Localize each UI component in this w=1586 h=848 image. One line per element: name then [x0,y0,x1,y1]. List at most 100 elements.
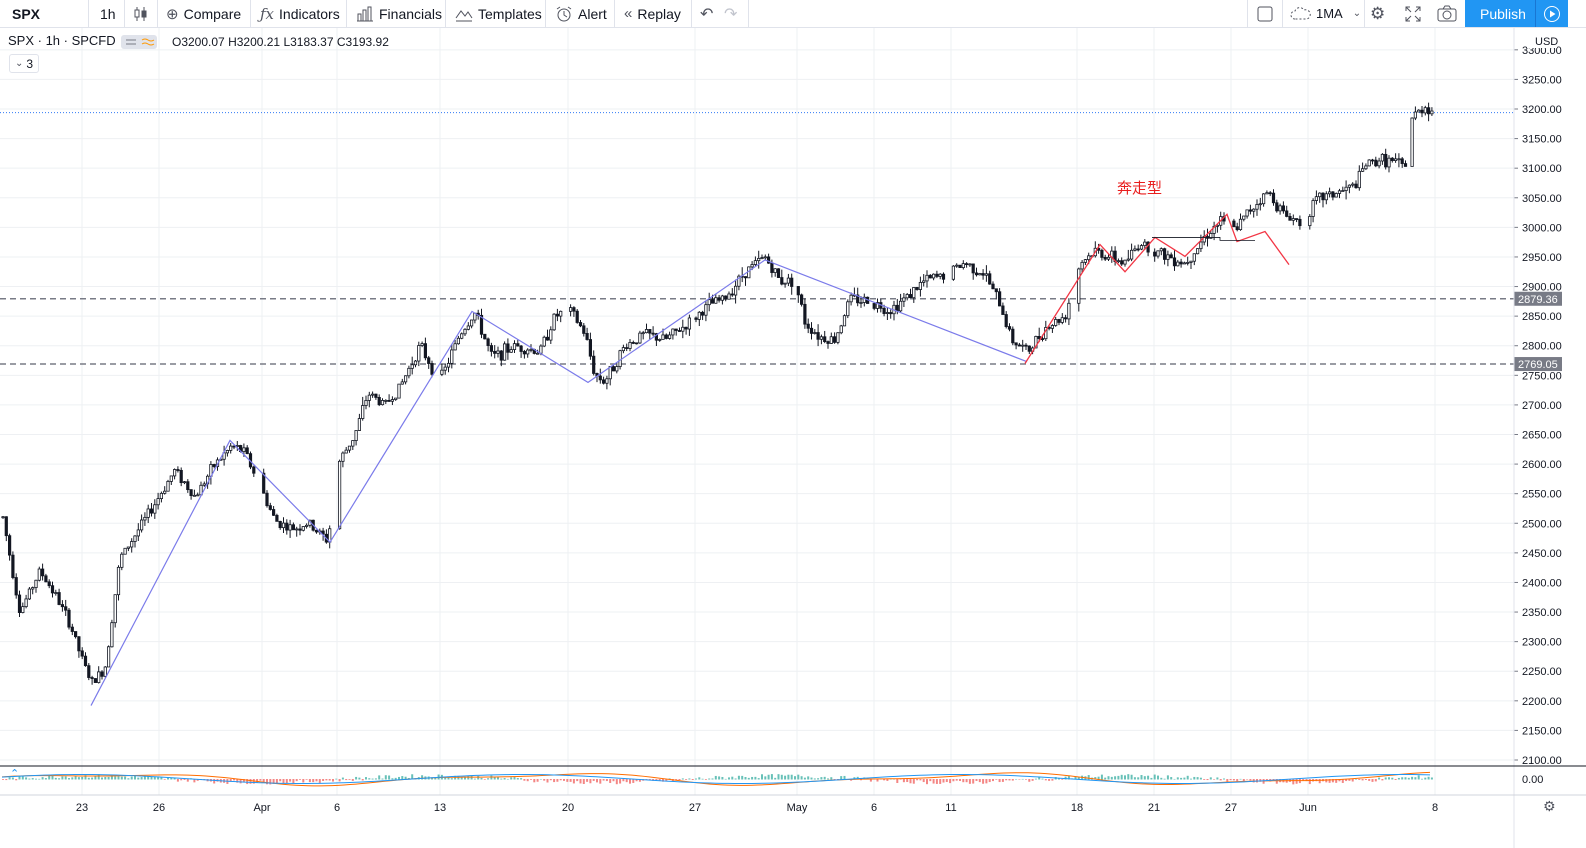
interval-button[interactable]: 1h [100,5,116,22]
symbol-legend[interactable]: SPX · 1h · SPCFD [8,33,116,48]
histogram-bar [869,779,872,782]
candle [466,322,470,331]
candle-body [60,604,65,608]
candle [1390,157,1394,163]
candle-body [1130,249,1134,260]
trendline-drawings[interactable] [90,213,1290,706]
candle-body [1024,344,1028,347]
histogram-bar [180,779,183,781]
fullscreen-button[interactable] [1404,0,1422,27]
candle-body [232,445,236,448]
candle-body [545,336,550,341]
histogram-bar [655,779,658,781]
annotation-text[interactable]: 奔走型 [1117,179,1162,197]
candle [1116,258,1120,264]
candle [1232,218,1236,228]
candle-body [1166,254,1170,260]
histogram-bar [1163,778,1166,780]
saved-layout-button[interactable]: 1MA ⌄ [1290,0,1361,27]
histogram-bar [625,779,628,783]
histogram-bar [1107,776,1110,780]
horizontal-lines[interactable]: 2879.36 2769.05 [0,112,1562,372]
candle [1060,313,1064,325]
histogram-bar [1038,776,1041,780]
histogram-bar [1077,776,1080,780]
templates-button[interactable]: Templates [455,0,542,27]
histogram-bar [533,779,536,783]
play-circle-icon[interactable] [1535,0,1568,27]
candle-body [522,351,527,355]
candle-body [450,349,454,364]
candle-body [384,399,388,402]
candle-body [938,273,942,277]
candle [288,519,292,538]
histogram-bar [645,779,648,780]
alert-button[interactable]: Alert [555,0,607,27]
candle-body [1252,208,1256,212]
candle [314,529,319,534]
candle [776,268,781,278]
divider [124,0,125,27]
time-label: 18 [1071,802,1083,814]
snapshot-button[interactable] [1437,0,1457,27]
candle [143,512,147,526]
candle-body [212,464,216,467]
horizontal-line-label-bg [1514,357,1562,372]
histogram-bar [292,779,295,784]
histogram-bar [648,779,651,781]
candle-body [146,508,150,518]
histogram-bar [1411,776,1414,780]
candle [403,375,408,385]
chart-grid [0,28,1514,795]
candle [1268,191,1272,197]
financials-button[interactable]: Financials [356,0,442,27]
legend-eye-toggle[interactable] [121,35,157,52]
chart-type-button[interactable] [133,0,149,27]
candle [179,467,183,487]
top-toolbar: SPX 1h ⊕ Compare ƒx Indicators Financials … [0,0,1586,28]
symbol-search-button[interactable]: SPX [12,5,41,22]
histogram-bar [810,777,813,780]
compare-button[interactable]: ⊕ Compare [166,5,242,23]
indicators-button[interactable]: ƒx Indicators [260,4,340,23]
candle [1110,246,1114,263]
candle [796,286,800,303]
gear-icon[interactable]: ⚙ [1543,799,1556,815]
candle [694,316,698,323]
candle [978,272,982,276]
candle-body [862,296,866,303]
candle [93,678,97,683]
candle [928,274,932,279]
histogram-bar [708,778,711,780]
histogram-bar [817,778,820,780]
candle [922,274,926,287]
redo-button[interactable]: ↷ [724,0,737,27]
legend-collapse-button[interactable]: ⌄ 3 [9,54,39,73]
candle-body [427,357,431,364]
candle [209,461,213,485]
histogram-bar [675,779,678,780]
candle [410,356,414,375]
histogram-bar [1371,779,1374,782]
histogram-bar [464,776,466,780]
histogram-bar [365,777,367,780]
candle [1169,252,1173,259]
replay-button[interactable]: «Replay [624,5,681,22]
histogram-bar [1308,779,1311,785]
candle-body [1159,248,1163,252]
histogram-bar [229,779,232,782]
histogram-bar [691,779,694,781]
undo-button[interactable]: ↶ [700,0,713,27]
square-icon [1257,6,1273,21]
chart-canvas[interactable]: 2879.36 2769.05 ⌃ 3300.003250.003200.0031… [0,28,1586,848]
candle-body [202,483,206,486]
candle [351,440,355,451]
layout-button[interactable] [1256,0,1274,27]
candle-body [1265,192,1269,195]
candle [374,393,378,400]
histogram-bar [1348,779,1351,781]
candle-body [598,375,602,381]
settings-button[interactable]: ⚙ [1370,0,1385,27]
publish-button[interactable]: Publish [1465,0,1568,27]
candle [453,339,457,351]
